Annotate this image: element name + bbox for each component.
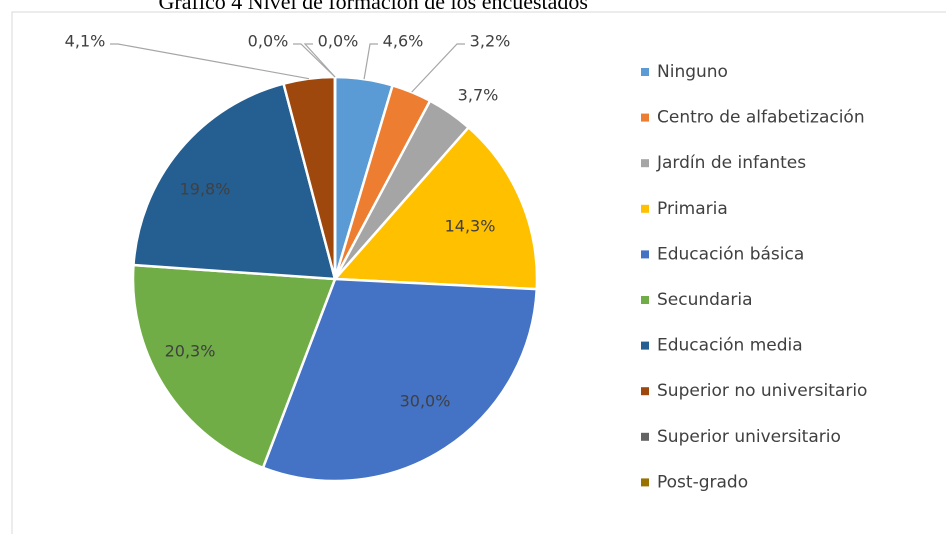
legend-swatch (641, 113, 649, 122)
data-label: 0,0% (318, 32, 359, 51)
pie-slice (131, 263, 337, 470)
data-label: 0,0% (248, 32, 289, 51)
data-label: 4,1% (65, 32, 106, 51)
legend-label: Superior universitario (657, 427, 841, 447)
legend-label: Primaria (657, 199, 728, 219)
leader-line (363, 43, 378, 80)
data-label: 4,6% (383, 32, 424, 51)
legend-swatch (641, 432, 649, 441)
legend-swatch (641, 478, 649, 487)
legend-label: Ninguno (657, 62, 728, 82)
pie-slice (332, 125, 539, 291)
legend-swatch (641, 68, 649, 76)
legend-swatch (641, 387, 649, 396)
legend-label: Centro de alfabetización (657, 108, 865, 128)
legend-label: Educación básica (657, 244, 804, 264)
data-label: 30,0% (400, 392, 451, 411)
legend-swatch (641, 250, 649, 259)
legend-swatch (641, 204, 649, 213)
leader-line (110, 43, 310, 80)
data-label: 19,8% (180, 180, 231, 199)
leader-line (411, 43, 465, 93)
pie-slice (132, 82, 337, 281)
legend-label: Superior no universitario (657, 381, 867, 401)
legend-swatch (641, 159, 649, 168)
leader-line (293, 43, 336, 78)
legend-label: Secundaria (657, 290, 752, 310)
legend-label: Post-grado (657, 472, 748, 492)
legend-swatch (641, 296, 649, 304)
chart-title: Gráfico 4 Nivel de formación de los encu… (159, 0, 588, 14)
leader-line (303, 43, 336, 78)
pie-slice (261, 277, 539, 483)
data-label: 3,7% (458, 86, 499, 105)
data-label: 3,2% (470, 32, 511, 51)
legend-swatch (641, 341, 649, 350)
data-label: 20,3% (165, 342, 216, 361)
data-label: 14,3% (445, 217, 496, 236)
legend-label: Educación media (657, 336, 803, 356)
legend-label: Jardín de infantes (656, 153, 806, 173)
